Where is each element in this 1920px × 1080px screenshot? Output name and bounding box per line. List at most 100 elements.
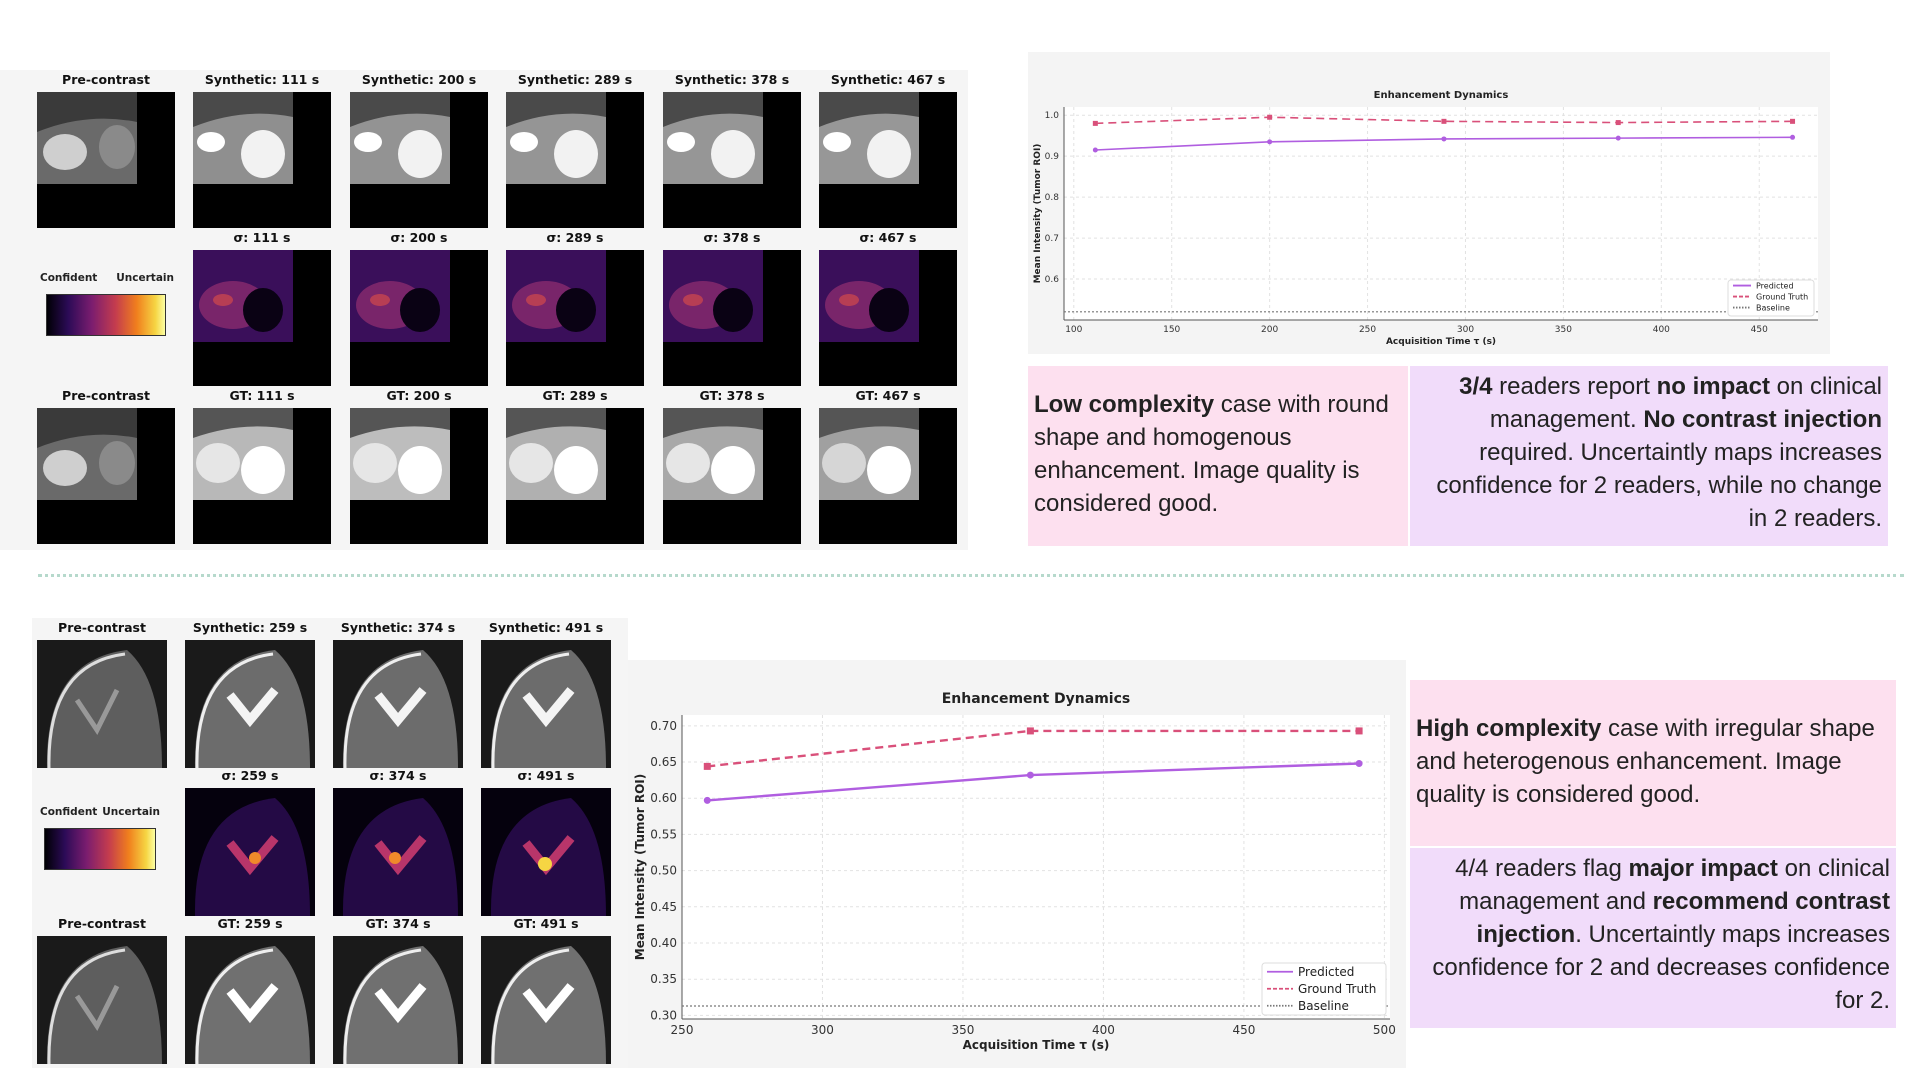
colorbar-left-label: Confident (40, 806, 98, 818)
legend-label: Predicted (1756, 281, 1794, 290)
cell-title: Synthetic: 378 s (674, 72, 790, 87)
x-tick-label: 350 (951, 1023, 974, 1037)
reader-text: required. Uncertaintly maps increases co… (1436, 439, 1882, 533)
y-tick-label: 0.8 (1045, 193, 1060, 203)
y-tick-label: 0.35 (650, 972, 677, 986)
case2-cell-r1c3: σ: 491 s (481, 766, 611, 916)
y-tick-label: 0.65 (650, 755, 677, 769)
data-point (1026, 727, 1034, 735)
y-axis-label: Mean Intensity (Tumor ROI) (1033, 144, 1043, 284)
case1-description: Low complexity case with round shape and… (1028, 366, 1408, 546)
colorbar-right-label: Uncertain (116, 272, 174, 284)
x-tick-label: 500 (1373, 1023, 1396, 1037)
cell-title: GT: 289 s (542, 388, 608, 403)
data-point (1355, 727, 1363, 735)
mri-image (350, 408, 488, 544)
case2-cell-r0c3: Synthetic: 491 s (481, 618, 611, 768)
complexity-label: Low complexity (1034, 391, 1215, 418)
data-point (1092, 120, 1098, 126)
mri-image (185, 640, 315, 768)
case2-cell-r1c2: σ: 374 s (333, 766, 463, 916)
cell-title: σ: 374 s (369, 768, 427, 783)
data-point (1026, 771, 1034, 779)
y-tick-label: 0.70 (650, 719, 677, 733)
cell-title: Synthetic: 467 s (830, 72, 946, 87)
case1-cell-r2c2: GT: 200 s (350, 386, 488, 546)
y-tick-label: 0.45 (650, 900, 677, 914)
cell-title: Synthetic: 259 s (192, 620, 308, 635)
data-point (1267, 139, 1273, 145)
section-divider (38, 574, 1904, 577)
case2-cell-r0c0: Pre-contrast (37, 618, 167, 768)
legend-label: Baseline (1756, 303, 1790, 312)
mri-image (506, 92, 644, 228)
legend-label: Ground Truth (1756, 292, 1808, 301)
mri-image (663, 92, 801, 228)
case2-cell-r2c3: GT: 491 s (481, 914, 611, 1064)
case2-cell-r0c1: Synthetic: 259 s (185, 618, 315, 768)
cell-title: GT: 491 s (513, 916, 579, 931)
cell-title: σ: 491 s (517, 768, 575, 783)
cell-title: σ: 289 s (546, 230, 604, 245)
x-tick-label: 300 (811, 1023, 834, 1037)
cell-title: σ: 259 s (221, 768, 279, 783)
x-tick-label: 300 (1457, 325, 1474, 335)
cell-title: GT: 378 s (699, 388, 765, 403)
case1-cell-r1c4: σ: 378 s (663, 228, 801, 388)
colorbar-right-label: Uncertain (102, 806, 160, 818)
chart-title: Enhancement Dynamics (1374, 90, 1509, 101)
cell-title: σ: 378 s (703, 230, 761, 245)
case1-cell-r0c4: Synthetic: 378 s (663, 70, 801, 230)
x-tick-label: 100 (1065, 325, 1082, 335)
y-tick-label: 0.50 (650, 864, 677, 878)
case2-cell-r2c2: GT: 374 s (333, 914, 463, 1064)
uncertainty-map (506, 250, 644, 386)
chart-svg: 100 150 200 250 300 350 400 450 0.6 0.7 0.8 0.9 1.0 E… (1033, 90, 1818, 347)
case1-cell-r2c1: GT: 111 s (193, 386, 331, 546)
case1-cell-r1c5: σ: 467 s (819, 228, 957, 388)
y-tick-label: 0.60 (650, 791, 677, 805)
mri-image (185, 936, 315, 1064)
mri-image (37, 640, 167, 768)
x-tick-label: 350 (1555, 325, 1572, 335)
data-point (703, 796, 711, 804)
x-axis-label: Acquisition Time τ (s) (963, 1038, 1110, 1052)
cell-title: GT: 200 s (386, 388, 452, 403)
data-point (1441, 136, 1447, 142)
cell-title: GT: 467 s (855, 388, 921, 403)
cell-title: Synthetic: 111 s (204, 72, 320, 87)
chart-svg: 250 300 350 400 450 500 0.30 0.35 0.40 0.45 0.50 0.… (633, 691, 1396, 1052)
data-point (703, 762, 711, 770)
case1-cell-r0c2: Synthetic: 200 s (350, 70, 488, 230)
recommendation-label: recommend contrast injection (1476, 888, 1890, 949)
case1-enhancement-chart: 100 150 200 250 300 350 400 450 0.6 0.7 0.8 0.9 1.0 E… (1028, 52, 1830, 354)
mri-image (819, 408, 957, 544)
case1-cell-r0c1: Synthetic: 111 s (193, 70, 331, 230)
cell-title: Synthetic: 491 s (488, 620, 604, 635)
data-point (1355, 759, 1363, 767)
cell-title: σ: 467 s (859, 230, 917, 245)
colorbar (44, 828, 156, 870)
mri-image (506, 408, 644, 544)
cell-title: GT: 374 s (365, 916, 431, 931)
cell-title: σ: 111 s (233, 230, 291, 245)
y-tick-label: 0.30 (650, 1008, 677, 1022)
case1-cell-r1c2: σ: 200 s (350, 228, 488, 388)
case2-cell-r2c1: GT: 259 s (185, 914, 315, 1064)
y-tick-label: 0.55 (650, 827, 677, 841)
impact-label: no impact (1656, 373, 1770, 400)
reader-count: 3/4 (1459, 373, 1493, 400)
data-point (1092, 147, 1098, 153)
case1-cell-r2c4: GT: 378 s (663, 386, 801, 546)
uncertainty-map (481, 788, 611, 916)
cell-title: Synthetic: 289 s (517, 72, 633, 87)
case1-cell-r2c0: Pre-contrast (37, 386, 175, 546)
mri-image (37, 92, 175, 228)
case1-cell-r0c0: Pre-contrast (37, 70, 175, 230)
data-point (1441, 118, 1447, 124)
mri-image (350, 92, 488, 228)
data-point (1267, 114, 1273, 120)
complexity-label: High complexity (1416, 715, 1602, 742)
cell-title: GT: 259 s (217, 916, 283, 931)
case1-cell-r0c5: Synthetic: 467 s (819, 70, 957, 230)
